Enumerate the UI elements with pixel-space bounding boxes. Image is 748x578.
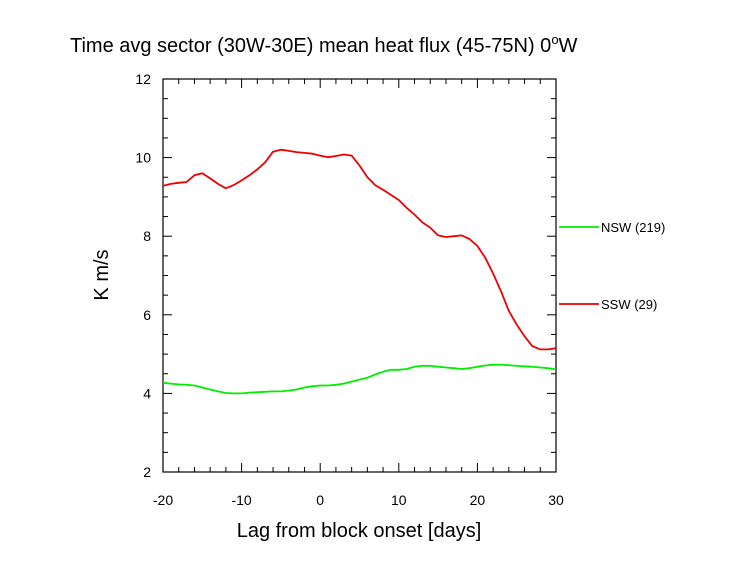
chart-title: Time avg sector (30W-30E) mean heat flux… [70,32,578,57]
plot-frame [162,78,557,473]
x-tick-label: -20 [153,492,173,508]
series-line-nsw [162,363,557,395]
axis-tick-labels: -20 -10 0 10 20 30 2 4 6 8 10 12 [135,71,564,508]
series-lines [162,148,557,395]
legend-label-ssw: SSW (29) [601,297,657,312]
y-axis-title: K m/s [91,249,113,300]
x-tick-label: 0 [316,492,324,508]
x-tick-label: 20 [470,492,486,508]
axis-ticks [162,78,557,473]
x-tick-label: 30 [548,492,564,508]
x-tick-label: 10 [391,492,407,508]
legend: NSW (219) SSW (29) [559,220,665,312]
x-axis-title: Lag from block onset [days] [237,520,482,542]
y-tick-label: 4 [143,385,151,401]
y-tick-label: 8 [143,228,151,244]
y-tick-label: 12 [135,71,151,87]
y-tick-label: 6 [143,307,151,323]
series-line-ssw [162,148,557,351]
y-tick-label: 10 [135,150,151,166]
y-tick-label: 2 [143,464,151,480]
legend-label-nsw: NSW (219) [601,220,665,235]
x-tick-label: -10 [231,492,251,508]
